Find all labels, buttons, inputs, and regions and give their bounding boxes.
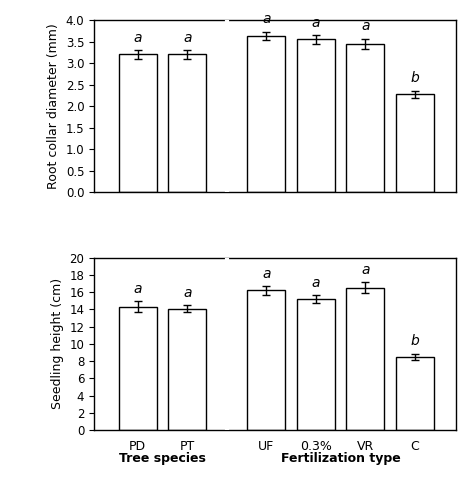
Text: a: a [361,20,370,34]
Text: a: a [312,276,320,290]
Text: b: b [411,334,419,348]
Bar [396,357,434,430]
Text: a: a [133,31,142,45]
Text: Fertilization type: Fertilization type [281,452,400,466]
Text: Tree species: Tree species [119,452,206,466]
Bar [396,94,434,192]
Bar [247,290,285,430]
Bar [346,288,384,430]
Text: a: a [183,31,192,45]
Bar [297,40,335,192]
Text: b: b [411,72,419,86]
Bar [297,299,335,430]
Text: a: a [262,12,270,26]
Bar [247,36,285,192]
Text: a: a [361,263,370,277]
Y-axis label: Seedling height (cm): Seedling height (cm) [51,278,64,409]
Bar [168,308,206,430]
Bar [119,307,157,430]
Bar [119,54,157,192]
Text: a: a [262,266,270,280]
Bar [346,44,384,193]
Text: a: a [133,282,142,296]
Y-axis label: Root collar diameter (mm): Root collar diameter (mm) [47,24,60,189]
Bar [168,54,206,192]
Text: a: a [312,16,320,30]
Text: a: a [183,286,192,300]
